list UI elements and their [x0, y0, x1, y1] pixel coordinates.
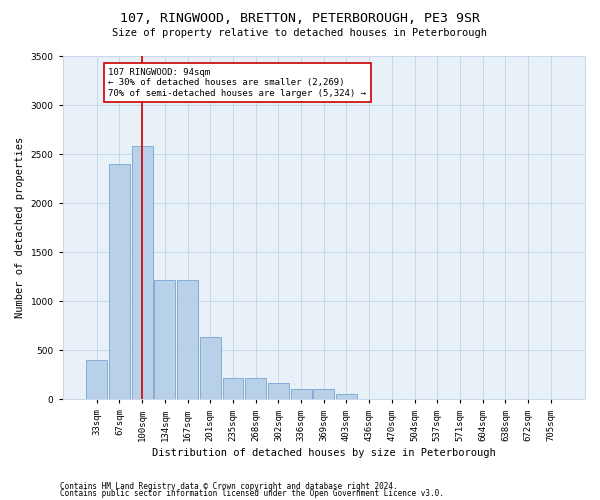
Bar: [177, 280, 198, 400]
Bar: [336, 394, 357, 400]
Text: Contains public sector information licensed under the Open Government Licence v3: Contains public sector information licen…: [60, 490, 444, 498]
Text: 107, RINGWOOD, BRETTON, PETERBOROUGH, PE3 9SR: 107, RINGWOOD, BRETTON, PETERBOROUGH, PE…: [120, 12, 480, 26]
Bar: [223, 378, 244, 400]
Bar: [245, 378, 266, 400]
Bar: [132, 146, 152, 400]
X-axis label: Distribution of detached houses by size in Peterborough: Distribution of detached houses by size …: [152, 448, 496, 458]
Bar: [86, 360, 107, 400]
Bar: [200, 336, 221, 400]
Y-axis label: Number of detached properties: Number of detached properties: [15, 137, 25, 318]
Bar: [268, 382, 289, 400]
Bar: [109, 164, 130, 400]
Bar: [313, 390, 334, 400]
Bar: [290, 390, 311, 400]
Text: Contains HM Land Registry data © Crown copyright and database right 2024.: Contains HM Land Registry data © Crown c…: [60, 482, 398, 491]
Bar: [154, 280, 175, 400]
Text: 107 RINGWOOD: 94sqm
← 30% of detached houses are smaller (2,269)
70% of semi-det: 107 RINGWOOD: 94sqm ← 30% of detached ho…: [108, 68, 366, 98]
Text: Size of property relative to detached houses in Peterborough: Size of property relative to detached ho…: [113, 28, 487, 38]
